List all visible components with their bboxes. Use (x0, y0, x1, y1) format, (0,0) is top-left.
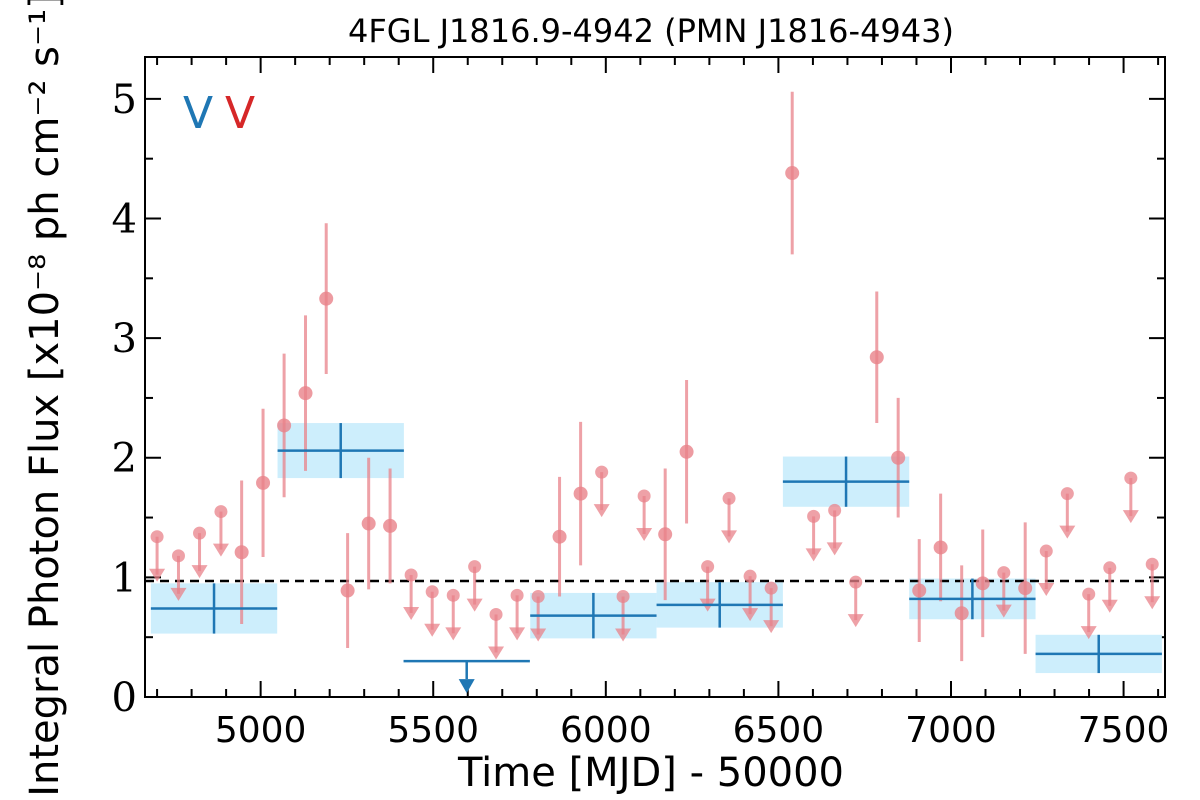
red-upper-limit-point (150, 530, 164, 544)
red-upper-limit-point (849, 575, 863, 589)
red-upper-limit-point (701, 560, 715, 574)
red-upper-limit-point (171, 549, 185, 563)
red-upper-limit-point (807, 509, 821, 523)
red-data-point (383, 518, 398, 533)
y-tick-label: 3 (112, 316, 137, 362)
legend-marker: V (183, 88, 213, 139)
x-axis-label: Time [MJD] - 50000 (457, 750, 844, 796)
red-data-point (679, 444, 694, 459)
red-upper-limit-point (446, 588, 460, 602)
red-upper-limit-head (149, 568, 166, 582)
red-data-point (552, 529, 567, 544)
red-data-point (573, 486, 588, 501)
y-tick-label: 4 (112, 196, 137, 242)
red-upper-limit-head (1059, 525, 1076, 539)
red-data-point (256, 475, 271, 490)
red-upper-limit-point (743, 569, 757, 583)
red-upper-limit-point (1124, 471, 1138, 485)
red-data-point (933, 540, 948, 555)
red-data-point (361, 516, 376, 531)
red-data-point (319, 291, 334, 306)
red-upper-limit-point (468, 560, 482, 574)
legend-marker: V (225, 88, 255, 139)
red-upper-limit-head (1080, 626, 1097, 640)
red-data-point (891, 450, 906, 465)
red-upper-limit-point (193, 526, 207, 540)
x-tick-label: 6000 (560, 710, 652, 751)
red-data-point (658, 527, 673, 542)
red-data-point (277, 418, 292, 433)
plot-area: 5000 5500 6000 6500 7000 7500 0 1 2 3 4 5 (112, 56, 1170, 751)
red-upper-limit-head (721, 530, 738, 544)
red-upper-limit-head (1144, 596, 1161, 610)
red-upper-limit-head (1038, 583, 1055, 597)
red-upper-limit-head (593, 504, 610, 518)
red-upper-limit-head (170, 587, 187, 601)
red-upper-limit-point (828, 503, 842, 517)
red-upper-limit-point (214, 505, 228, 519)
red-data-point (298, 386, 313, 401)
x-tick-label: 5500 (387, 710, 479, 751)
red-data-point (975, 576, 990, 591)
x-tick-label: 5000 (215, 710, 307, 751)
red-upper-limit-point (531, 590, 545, 604)
red-upper-limit-point (1082, 587, 1096, 601)
red-upper-limit-point (997, 566, 1011, 580)
x-tick-label: 7000 (905, 710, 997, 751)
red-upper-limit-head (763, 620, 780, 634)
red-upper-limit-point (1039, 544, 1053, 558)
red-upper-limit-head (488, 646, 505, 660)
y-tick-label: 5 (112, 77, 137, 123)
red-upper-limit-head (805, 548, 822, 562)
red-upper-limit-point (1103, 561, 1117, 575)
red-data-point (1018, 581, 1033, 596)
red-upper-limit-head (615, 628, 632, 642)
red-upper-limit-head (847, 614, 864, 628)
y-tick-label: 1 (112, 555, 137, 601)
red-upper-limit-head (191, 565, 208, 579)
red-data-point (954, 606, 969, 621)
red-upper-limit-head (742, 608, 759, 622)
red-upper-limit-point (722, 491, 736, 505)
y-tick-label: 0 (112, 675, 137, 721)
red-upper-limit-point (404, 568, 418, 582)
red-upper-limit-head (509, 627, 526, 641)
red-upper-limit-point (637, 489, 651, 503)
red-upper-limit-head (445, 627, 462, 641)
x-tick-label: 6500 (733, 710, 825, 751)
red-upper-limit-point (425, 585, 439, 599)
red-data-point (340, 583, 355, 598)
red-upper-limit-point (616, 590, 630, 604)
red-data-point (869, 350, 884, 365)
red-upper-limit-head (424, 623, 441, 637)
red-upper-limit-head (403, 606, 420, 620)
red-data-point (912, 583, 927, 598)
red-upper-limit-point (595, 465, 609, 479)
red-data-point (785, 166, 800, 181)
red-upper-limit-point (510, 588, 524, 602)
red-upper-limit-point (489, 607, 503, 621)
y-tick-label: 2 (112, 436, 137, 482)
red-upper-limit-head (212, 543, 229, 557)
y-axis-label: Integral Photon Flux [x10⁻⁸ ph cm⁻² s⁻¹] (22, 0, 68, 797)
red-upper-limit-head (466, 598, 483, 612)
red-upper-limit-head (636, 528, 653, 542)
red-upper-limit-point (1145, 557, 1159, 571)
plot-frame (144, 56, 1166, 698)
red-upper-limit-head (826, 542, 843, 556)
red-upper-limit-point (1060, 487, 1074, 501)
red-upper-limit-head (1122, 510, 1139, 524)
blue-upper-limit-head (458, 679, 475, 694)
red-upper-limit-point (764, 581, 778, 595)
red-data-point (234, 545, 249, 560)
x-tick-label: 7500 (1078, 710, 1170, 751)
chart-title: 4FGL J1816.9-4942 (PMN J1816-4943) (348, 12, 954, 50)
red-upper-limit-head (995, 604, 1012, 618)
red-upper-limit-head (1101, 599, 1118, 613)
red-upper-limit-head (530, 628, 547, 642)
